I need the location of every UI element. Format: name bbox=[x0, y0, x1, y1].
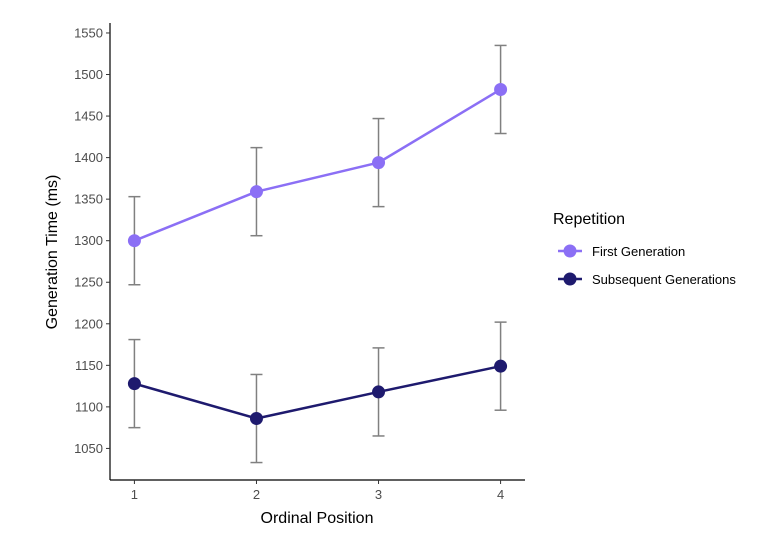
y-tick-label: 1550 bbox=[74, 25, 103, 40]
legend-label: Subsequent Generations bbox=[592, 272, 736, 287]
data-point bbox=[372, 156, 386, 170]
y-tick-label: 1300 bbox=[74, 233, 103, 248]
data-point bbox=[494, 82, 508, 96]
data-point bbox=[127, 234, 141, 248]
x-tick-label: 2 bbox=[253, 487, 260, 502]
x-axis: 1 2 3 4 bbox=[110, 479, 525, 502]
x-axis-title: Ordinal Position bbox=[261, 510, 374, 527]
y-tick-label: 1450 bbox=[74, 109, 103, 124]
legend-key-point bbox=[563, 244, 577, 258]
y-tick-label: 1200 bbox=[74, 316, 103, 331]
y-axis: 1050 1100 1150 1200 1250 1300 1350 1400 1450 1500… bbox=[74, 23, 111, 480]
series-first-generation bbox=[127, 44, 508, 286]
data-point bbox=[249, 185, 263, 199]
legend-item: First Generation bbox=[558, 244, 685, 259]
legend-title: Repetition bbox=[553, 211, 625, 228]
data-point bbox=[372, 385, 386, 399]
y-tick-label: 1100 bbox=[75, 399, 103, 414]
data-point bbox=[127, 377, 141, 391]
legend: Repetition First Generation Subsequent Ge… bbox=[553, 211, 736, 287]
legend-item: Subsequent Generations bbox=[558, 272, 736, 287]
y-tick-label: 1250 bbox=[74, 275, 103, 290]
x-tick-label: 4 bbox=[497, 487, 504, 502]
y-tick-label: 1350 bbox=[74, 192, 103, 207]
y-tick-label: 1500 bbox=[74, 67, 103, 82]
y-tick-label: 1150 bbox=[75, 358, 103, 373]
plot-area bbox=[127, 44, 508, 464]
data-point bbox=[494, 359, 508, 373]
legend-key-point bbox=[563, 272, 577, 286]
x-tick-label: 3 bbox=[375, 487, 382, 502]
series-line bbox=[134, 364, 501, 420]
series-line bbox=[133, 88, 502, 242]
y-tick-label: 1050 bbox=[74, 441, 103, 456]
y-tick-label: 1400 bbox=[74, 150, 103, 165]
data-point bbox=[249, 412, 263, 426]
series-subsequent-generations bbox=[127, 321, 508, 464]
legend-label: First Generation bbox=[592, 244, 685, 259]
y-axis-title: Generation Time (ms) bbox=[44, 175, 61, 330]
x-tick-label: 1 bbox=[131, 487, 138, 502]
